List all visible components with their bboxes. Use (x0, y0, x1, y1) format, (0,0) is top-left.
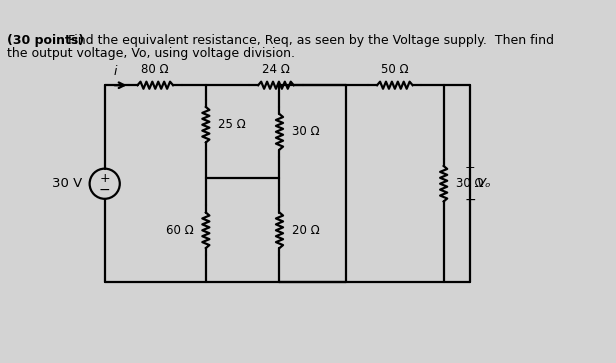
Text: i: i (113, 65, 117, 78)
Text: +: + (465, 161, 476, 174)
Text: +: + (99, 172, 110, 185)
Text: Find the equivalent resistance, Req, as seen by the Voltage supply.  Then find: Find the equivalent resistance, Req, as … (63, 34, 554, 47)
Text: 20 Ω: 20 Ω (292, 224, 320, 237)
Text: 30 V: 30 V (52, 177, 83, 190)
Text: 60 Ω: 60 Ω (166, 224, 193, 237)
Text: 24 Ω: 24 Ω (262, 64, 290, 76)
Text: 50 Ω: 50 Ω (381, 64, 408, 76)
Text: −: − (464, 193, 476, 207)
Text: 25 Ω: 25 Ω (218, 118, 246, 131)
Text: Vₒ: Vₒ (477, 177, 492, 190)
Text: (30 points): (30 points) (7, 34, 84, 47)
Text: the output voltage, Vo, using voltage division.: the output voltage, Vo, using voltage di… (7, 47, 295, 60)
Text: 80 Ω: 80 Ω (142, 64, 169, 76)
Text: 30 Ω: 30 Ω (456, 177, 484, 190)
Text: −: − (99, 183, 110, 197)
Text: 30 Ω: 30 Ω (292, 125, 320, 138)
